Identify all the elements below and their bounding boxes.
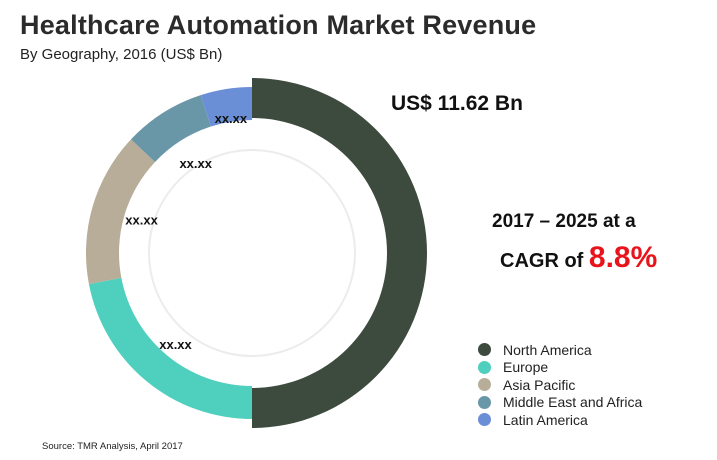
slice-asia-pacific bbox=[86, 139, 156, 285]
source-note: Source: TMR Analysis, April 2017 bbox=[42, 441, 183, 452]
slice-north-america bbox=[252, 78, 427, 428]
legend-item: Latin America bbox=[478, 411, 642, 429]
total-revenue-label: US$ 11.62 Bn bbox=[391, 92, 523, 115]
slice-europe bbox=[88, 277, 253, 419]
cagr-period-label: 2017 – 2025 at a bbox=[492, 211, 636, 232]
legend-label: Latin America bbox=[503, 411, 588, 428]
inner-ring bbox=[148, 149, 356, 357]
legend-swatch bbox=[478, 395, 491, 409]
legend-label: North America bbox=[503, 341, 592, 358]
data-label-middle-east-and-africa: xx.xx bbox=[179, 156, 212, 171]
legend-swatch bbox=[478, 343, 491, 357]
cagr-value: 8.8% bbox=[588, 241, 658, 274]
legend-item: Europe bbox=[478, 359, 642, 377]
legend-label: Asia Pacific bbox=[503, 376, 576, 393]
chart-title: Healthcare Automation Market Revenue bbox=[20, 10, 537, 40]
cagr-label: CAGR of 8.8% bbox=[500, 241, 657, 275]
data-label-asia-pacific: xx.xx bbox=[125, 212, 158, 227]
data-label-latin-america: xx.xx bbox=[215, 111, 248, 126]
legend-label: Europe bbox=[503, 359, 549, 376]
legend-item: Middle East and Africa bbox=[478, 394, 642, 412]
slice-middle-east-and-africa bbox=[130, 95, 211, 162]
legend-swatch bbox=[478, 413, 491, 427]
legend-swatch bbox=[478, 378, 491, 392]
legend-label: Middle East and Africa bbox=[503, 394, 643, 411]
data-label-europe: xx.xx bbox=[159, 337, 192, 352]
chart-subtitle: By Geography, 2016 (US$ Bn) bbox=[20, 46, 223, 63]
legend-item: Asia Pacific bbox=[478, 376, 642, 394]
slice-latin-america bbox=[200, 87, 252, 127]
legend-swatch bbox=[478, 360, 491, 374]
cagr-prefix: CAGR of bbox=[500, 250, 589, 272]
legend-item: North America bbox=[478, 341, 642, 359]
chart-legend: North America Europe Asia Pacific Middle Ea… bbox=[478, 341, 642, 429]
